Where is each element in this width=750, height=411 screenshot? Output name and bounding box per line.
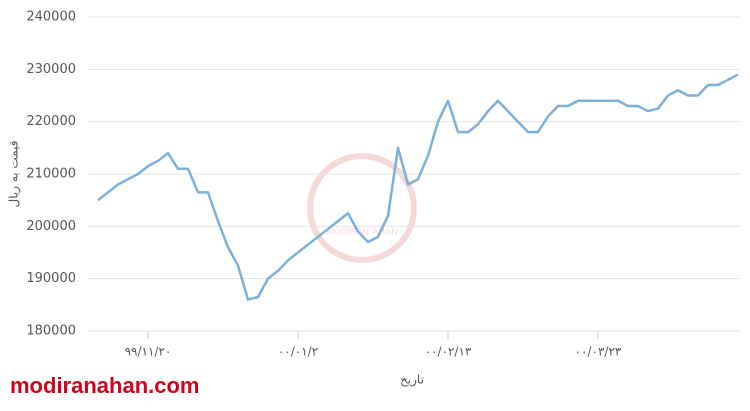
y-tick-label: 230000 (26, 62, 76, 77)
y-tick-label: 190000 (26, 271, 76, 286)
y-tick-label: 240000 (26, 10, 76, 25)
y-tick-label: 210000 (26, 167, 76, 182)
logo-ring (307, 153, 417, 263)
y-tick-label: 220000 (26, 114, 76, 129)
x-tick-label: ۰۰/۰۱/۲ (278, 345, 318, 359)
y-axis-label: قیمت به ریال (7, 141, 22, 208)
watermark: modiranahan.com (10, 373, 199, 398)
x-tick-label: ۹۹/۱۱/۲۰ (125, 345, 172, 359)
line-series (97, 73, 739, 301)
y-tick-label: 200000 (26, 219, 76, 234)
y-tick-label: 180000 (26, 324, 76, 339)
x-tick-label: ۰۰/۰۲/۱۳ (425, 345, 472, 359)
logo-text: MODIRAN AHAN (326, 228, 398, 238)
x-axis-label: تاریخ (400, 373, 424, 388)
logo-watermark: MODIRAN AHAN (307, 153, 417, 263)
x-tick-label: ۰۰/۰۳/۲۳ (575, 345, 622, 359)
